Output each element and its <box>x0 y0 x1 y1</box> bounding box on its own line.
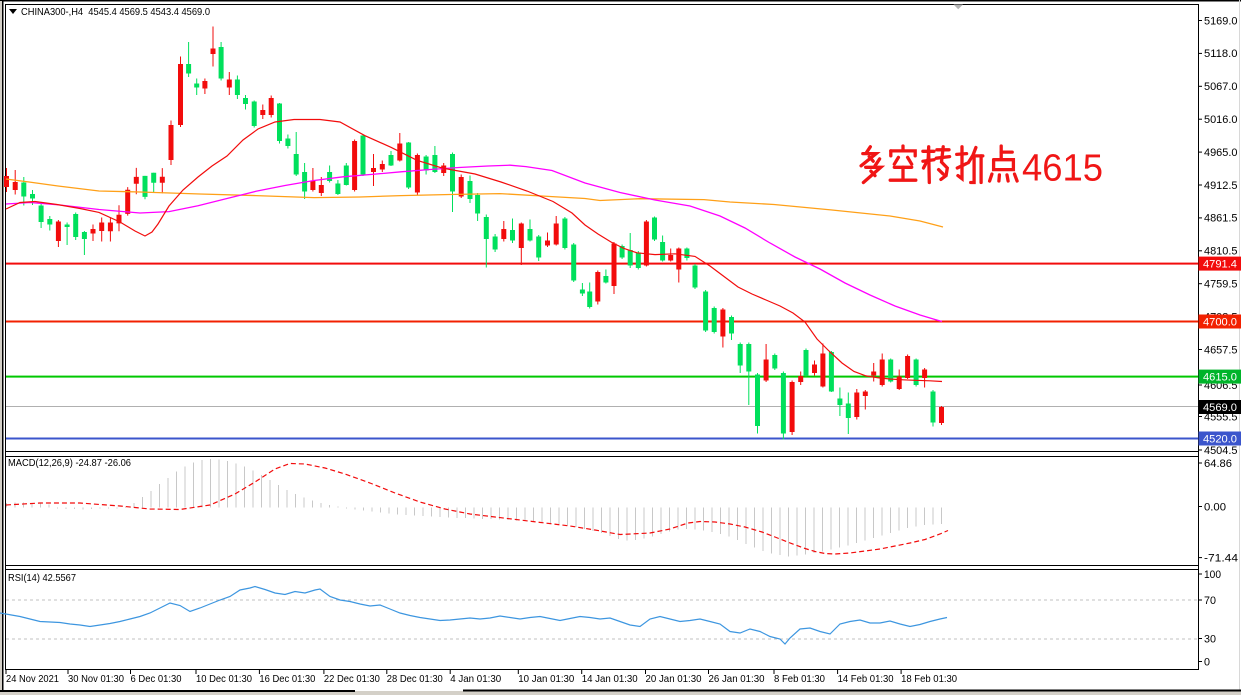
svg-text:0: 0 <box>1204 656 1210 668</box>
svg-text:-71.44: -71.44 <box>1204 552 1238 564</box>
svg-text:5118.0: 5118.0 <box>1204 48 1238 60</box>
svg-text:RSI(14) 42.5567: RSI(14) 42.5567 <box>8 572 76 584</box>
svg-text:20 Jan 01:30: 20 Jan 01:30 <box>646 673 702 685</box>
svg-text:4615.0: 4615.0 <box>1203 372 1237 384</box>
svg-text:0.00: 0.00 <box>1204 501 1226 513</box>
svg-text:4700.0: 4700.0 <box>1203 317 1237 329</box>
svg-text:6 Dec 01:30: 6 Dec 01:30 <box>131 673 182 685</box>
svg-text:24 Nov 2021: 24 Nov 2021 <box>6 673 59 685</box>
svg-text:14 Jan 01:30: 14 Jan 01:30 <box>582 673 638 685</box>
svg-text:28 Dec 01:30: 28 Dec 01:30 <box>387 673 443 685</box>
svg-text:5016.0: 5016.0 <box>1204 114 1238 126</box>
svg-text:MACD(12,26,9) -24.87 -26.06: MACD(12,26,9) -24.87 -26.06 <box>8 457 131 469</box>
svg-text:4759.5: 4759.5 <box>1204 279 1238 291</box>
svg-text:70: 70 <box>1204 595 1216 607</box>
svg-text:26 Jan 01:30: 26 Jan 01:30 <box>709 673 765 685</box>
svg-text:4 Jan 01:30: 4 Jan 01:30 <box>450 673 501 685</box>
svg-text:4520.0: 4520.0 <box>1203 434 1237 446</box>
svg-text:4615: 4615 <box>1022 148 1103 190</box>
svg-text:4810.5: 4810.5 <box>1204 246 1238 258</box>
svg-text:64.86: 64.86 <box>1204 458 1232 470</box>
svg-text:10 Dec 01:30: 10 Dec 01:30 <box>196 673 252 685</box>
svg-text:22 Dec 01:30: 22 Dec 01:30 <box>324 673 380 685</box>
svg-text:4861.5: 4861.5 <box>1204 213 1238 225</box>
svg-text:4569.0: 4569.0 <box>1203 402 1237 414</box>
svg-text:30: 30 <box>1204 633 1216 645</box>
svg-text:16 Dec 01:30: 16 Dec 01:30 <box>259 673 315 685</box>
svg-text:CHINA300-,H4 4545.4 4569.5 45: CHINA300-,H4 4545.4 4569.5 4543.4 4569.0 <box>21 6 210 18</box>
svg-text:4657.5: 4657.5 <box>1204 344 1238 356</box>
svg-text:100: 100 <box>1204 569 1221 581</box>
svg-text:4504.5: 4504.5 <box>1204 445 1238 457</box>
svg-text:4791.4: 4791.4 <box>1203 259 1237 271</box>
svg-text:30 Nov 01:30: 30 Nov 01:30 <box>68 673 124 685</box>
svg-text:10 Jan 01:30: 10 Jan 01:30 <box>518 673 574 685</box>
svg-text:5169.0: 5169.0 <box>1204 15 1238 27</box>
svg-text:5067.0: 5067.0 <box>1204 81 1238 93</box>
svg-text:8 Feb 01:30: 8 Feb 01:30 <box>774 673 825 685</box>
svg-text:18 Feb 01:30: 18 Feb 01:30 <box>901 673 957 685</box>
svg-text:4912.5: 4912.5 <box>1204 180 1238 192</box>
svg-text:4965.0: 4965.0 <box>1204 147 1238 159</box>
svg-text:14 Feb 01:30: 14 Feb 01:30 <box>838 673 894 685</box>
